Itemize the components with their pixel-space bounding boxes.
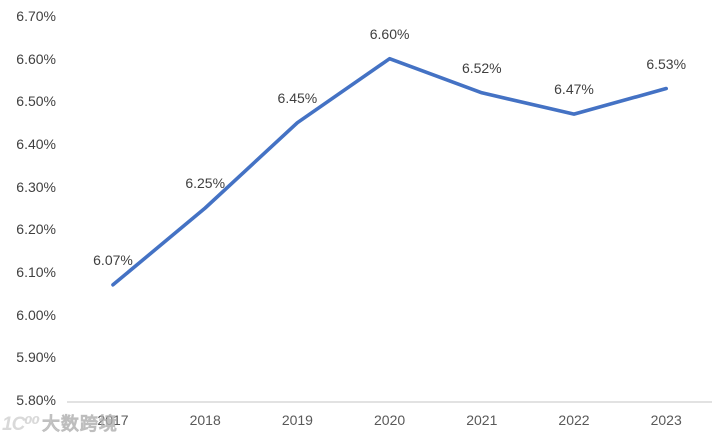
x-tick-label: 2021	[466, 412, 498, 428]
series-line	[111, 56, 669, 287]
y-tick-label: 6.70%	[16, 8, 56, 24]
x-tick-label: 2022	[558, 412, 590, 428]
data-label: 6.25%	[185, 175, 226, 191]
x-tick-label: 2019	[281, 412, 313, 428]
x-tick-label: 2017	[97, 412, 129, 428]
data-label: 6.60%	[369, 25, 410, 42]
data-label: 6.47%	[554, 81, 594, 98]
y-tick-label: 6.00%	[16, 306, 56, 323]
x-tick-label: 2020	[374, 412, 406, 428]
x-tick-label: 2018	[189, 412, 221, 428]
data-label: 6.45%	[277, 89, 318, 106]
y-tick-label: 6.20%	[16, 221, 56, 238]
y-tick-label: 6.60%	[16, 50, 56, 67]
y-tick-label: 5.90%	[16, 349, 56, 366]
y-tick-label: 6.40%	[16, 136, 56, 152]
y-tick-label: 6.30%	[16, 178, 56, 195]
x-tick-label: 2023	[650, 412, 682, 428]
data-label: 6.53%	[646, 55, 687, 72]
y-tick-label: 6.50%	[16, 93, 56, 110]
y-tick-label: 6.10%	[16, 264, 56, 280]
y-tick-label: 5.80%	[16, 392, 56, 408]
data-label: 6.07%	[93, 251, 133, 268]
data-label: 6.52%	[461, 59, 502, 76]
